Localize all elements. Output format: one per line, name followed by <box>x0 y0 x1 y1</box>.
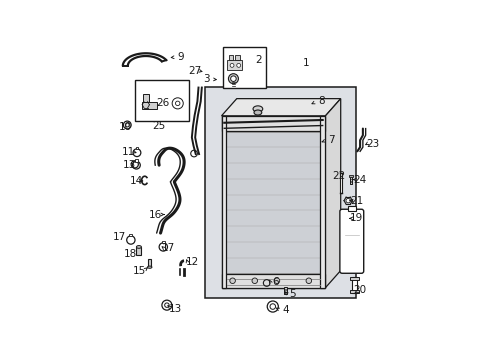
Text: 12: 12 <box>185 257 199 267</box>
Text: 8: 8 <box>317 96 324 107</box>
Text: 3: 3 <box>203 74 209 84</box>
Text: 13: 13 <box>169 304 182 314</box>
Bar <box>129 234 132 237</box>
Bar <box>204 87 355 298</box>
Ellipse shape <box>252 106 262 112</box>
Bar <box>135 159 137 162</box>
Circle shape <box>274 278 279 284</box>
Text: 10: 10 <box>119 122 132 132</box>
Text: 17: 17 <box>113 232 126 242</box>
Bar <box>226 60 242 69</box>
Text: 15: 15 <box>132 266 145 276</box>
Text: 21: 21 <box>349 195 363 206</box>
Text: 6: 6 <box>272 276 278 287</box>
Text: 1: 1 <box>302 58 309 68</box>
Text: 5: 5 <box>288 289 295 299</box>
Bar <box>348 175 352 177</box>
Bar <box>148 259 151 267</box>
Text: 9: 9 <box>177 52 183 62</box>
Text: 24: 24 <box>352 175 366 185</box>
Bar <box>349 177 351 184</box>
Text: 16: 16 <box>148 210 162 220</box>
Ellipse shape <box>147 266 152 268</box>
Circle shape <box>230 63 233 67</box>
Text: 27: 27 <box>187 66 201 76</box>
Bar <box>221 116 226 288</box>
Text: 22: 22 <box>332 171 345 181</box>
Bar <box>223 46 265 87</box>
Ellipse shape <box>136 246 141 248</box>
Bar <box>235 55 239 60</box>
Circle shape <box>230 76 236 81</box>
Ellipse shape <box>253 110 261 115</box>
Bar <box>347 207 355 211</box>
Text: 17: 17 <box>162 243 175 253</box>
Bar <box>136 147 138 149</box>
Polygon shape <box>325 99 340 288</box>
Bar <box>221 274 325 288</box>
Text: 4: 4 <box>282 305 288 315</box>
Text: 2: 2 <box>255 55 262 65</box>
Text: 19: 19 <box>349 213 363 224</box>
Bar <box>350 277 358 280</box>
Circle shape <box>236 63 240 67</box>
Text: 20: 20 <box>352 285 366 296</box>
Text: 7: 7 <box>327 135 334 145</box>
Text: 14: 14 <box>129 176 142 186</box>
Bar <box>221 116 325 288</box>
Bar <box>350 291 358 293</box>
Bar <box>135 80 188 121</box>
Bar <box>142 102 157 109</box>
Circle shape <box>228 74 238 84</box>
Bar <box>284 287 286 294</box>
Text: 26: 26 <box>156 98 169 108</box>
Bar <box>162 241 164 243</box>
Circle shape <box>251 278 257 284</box>
Bar <box>136 247 141 255</box>
Text: 23: 23 <box>365 139 378 149</box>
Text: 13: 13 <box>122 159 136 170</box>
Bar <box>143 94 148 102</box>
Text: 11: 11 <box>122 147 135 157</box>
Bar <box>221 116 325 131</box>
Bar <box>340 174 342 193</box>
Polygon shape <box>221 99 340 116</box>
Text: 18: 18 <box>124 249 137 259</box>
Circle shape <box>229 278 235 284</box>
Bar <box>229 55 233 60</box>
FancyBboxPatch shape <box>339 209 363 273</box>
Text: 25: 25 <box>152 121 165 131</box>
Circle shape <box>346 198 350 203</box>
Bar <box>320 116 325 288</box>
Bar <box>351 277 357 293</box>
Circle shape <box>305 278 311 284</box>
Bar <box>223 132 324 273</box>
